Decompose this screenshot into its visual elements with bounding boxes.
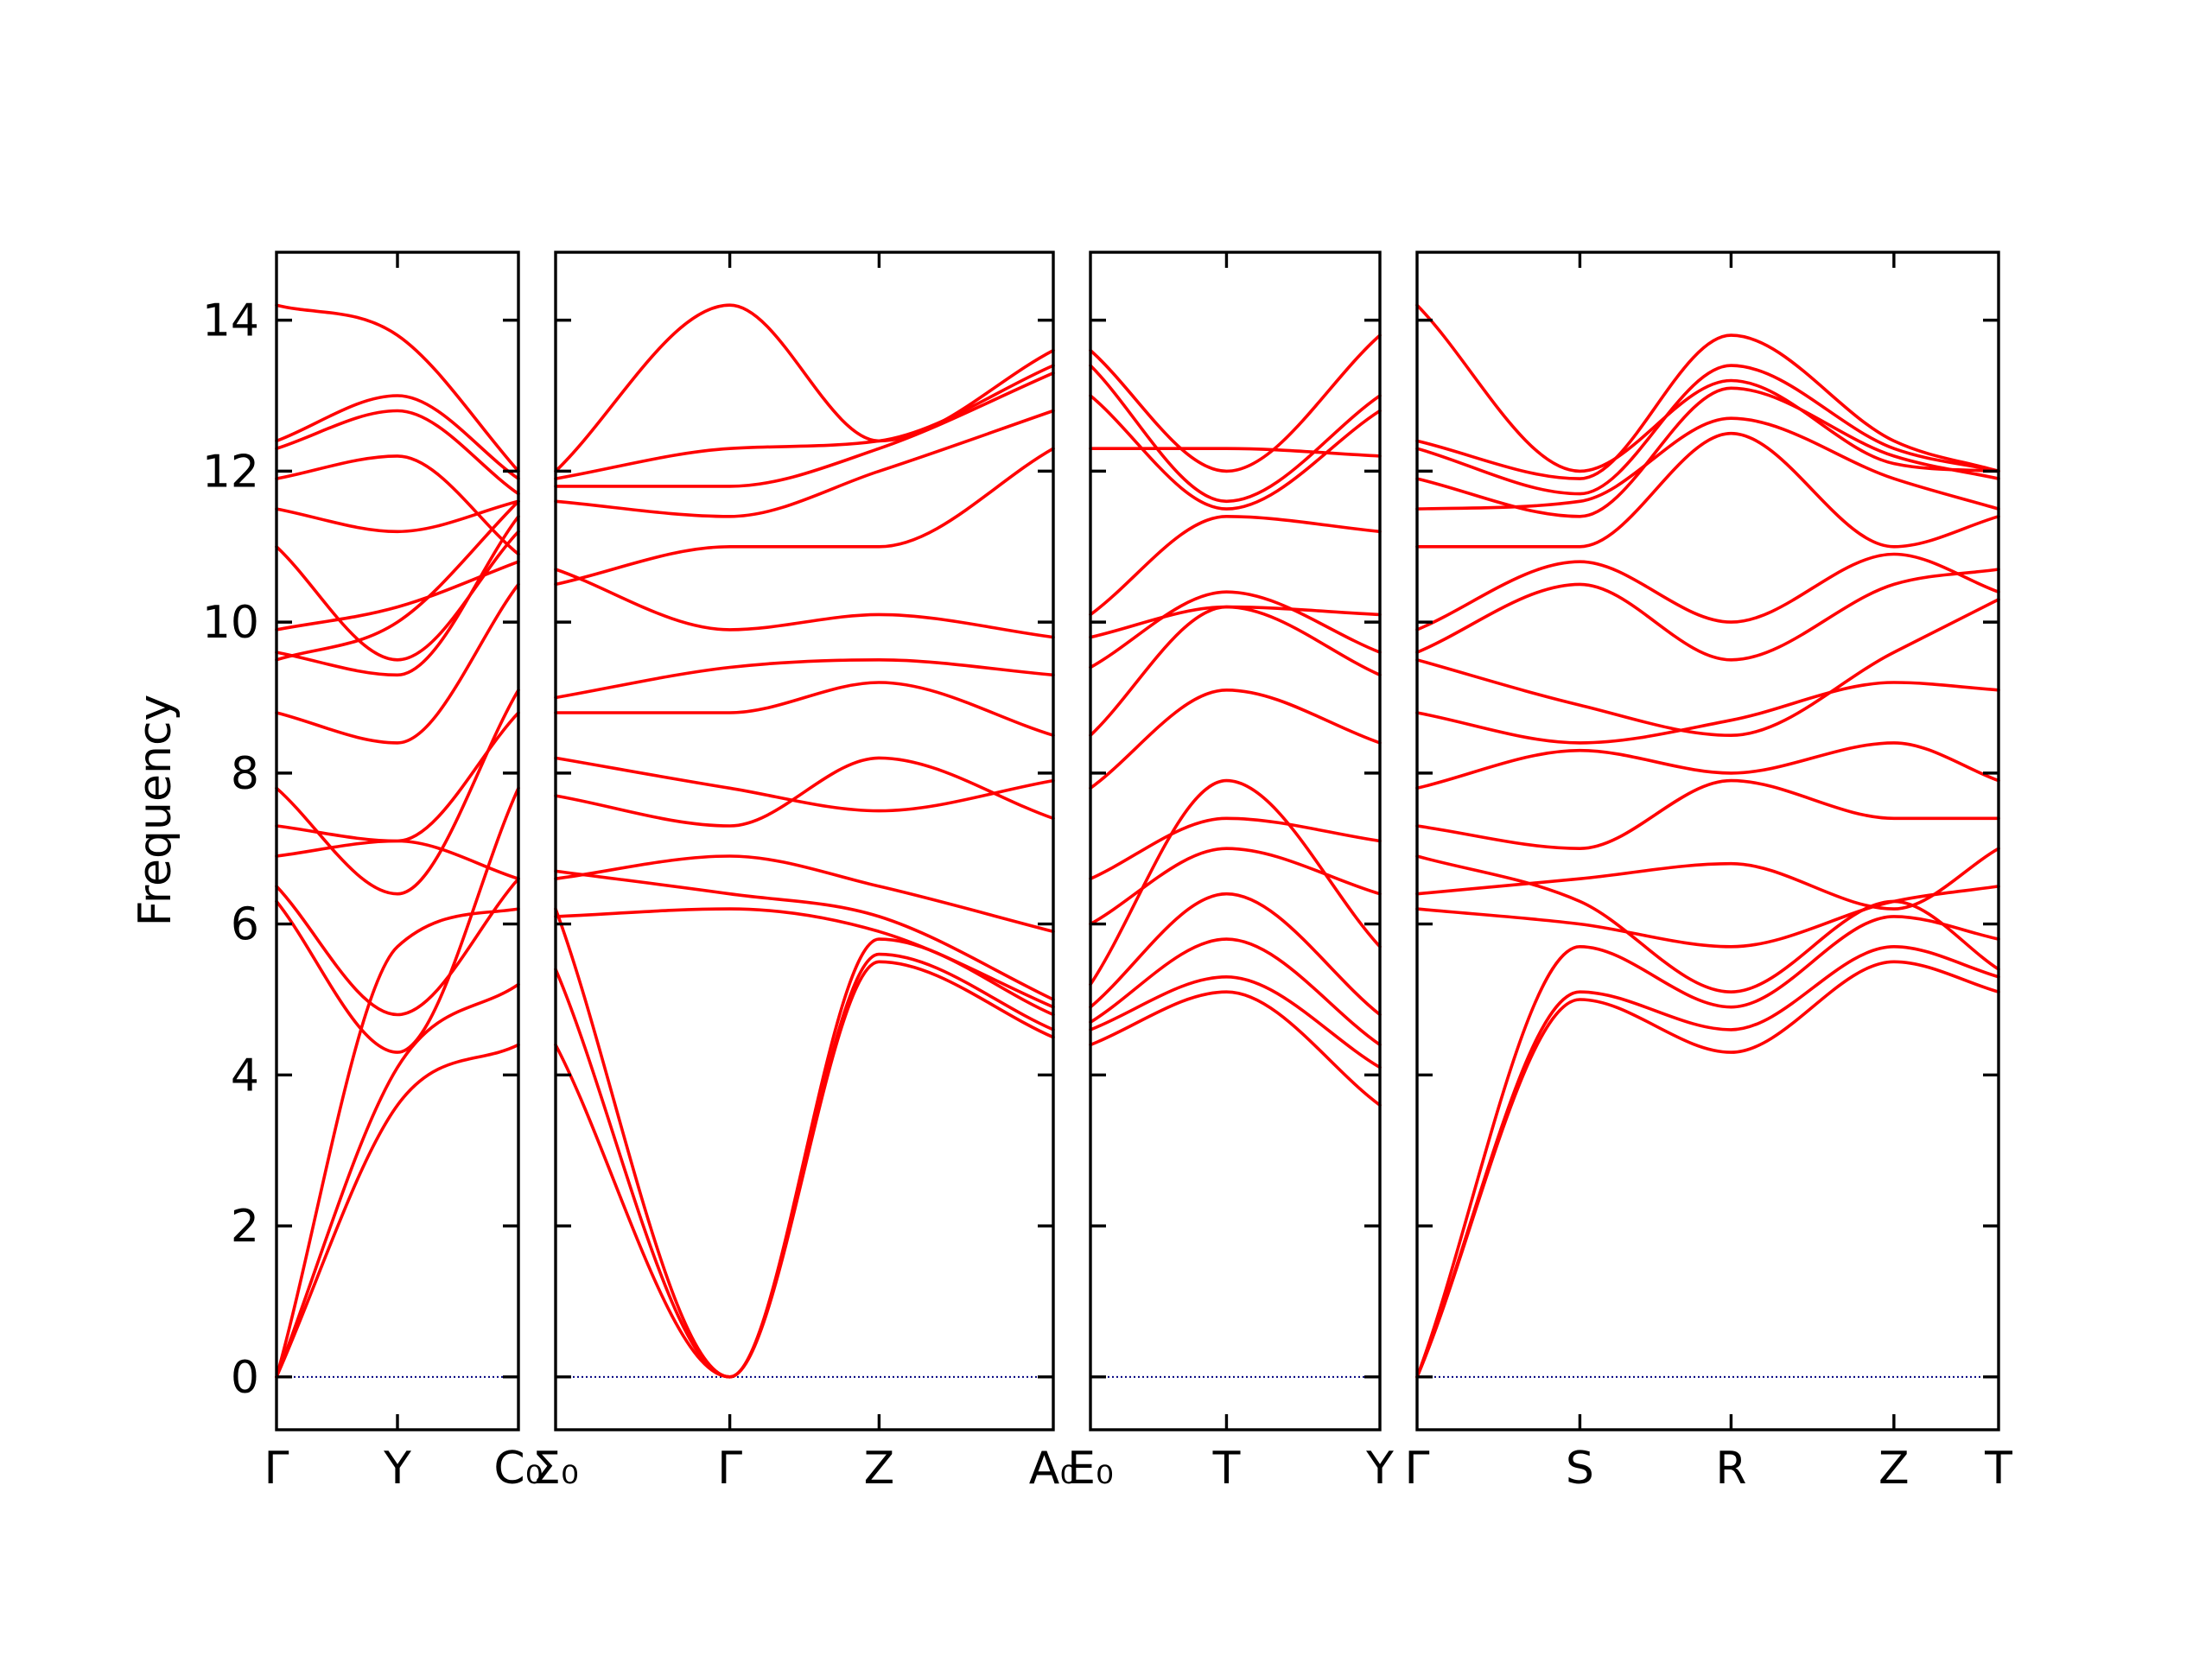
band-line-p3-1 xyxy=(1089,990,1382,1108)
band-line-p1-5 xyxy=(275,786,520,1054)
band-line-p1-7 xyxy=(275,711,520,843)
x-tick-label: Γ xyxy=(717,1443,742,1495)
x-tick-label: Z xyxy=(1878,1443,1910,1495)
band-line-p3-4 xyxy=(1089,892,1382,1017)
x-tick-label: E₀ xyxy=(1067,1443,1114,1495)
band-line-p2-16 xyxy=(554,303,1055,473)
band-line-p3-10 xyxy=(1089,590,1382,670)
band-line-p4-4 xyxy=(1415,885,2000,949)
band-line-p2-10 xyxy=(554,658,1055,700)
band-line-p2-14 xyxy=(554,371,1055,488)
x-tick-label: C₀ xyxy=(493,1443,543,1495)
band-line-p2-2 xyxy=(554,952,1055,1379)
band-line-p4-8 xyxy=(1415,741,2000,790)
band-line-p4-14 xyxy=(1415,416,2000,511)
band-line-p4-5 xyxy=(1415,847,2000,911)
band-line-p2-8 xyxy=(554,756,1055,813)
x-tick-label: Z xyxy=(864,1443,895,1495)
band-line-p1-15 xyxy=(275,454,520,556)
y-tick-label: 8 xyxy=(231,748,259,800)
band-line-p4-18 xyxy=(1415,303,2000,473)
band-line-p1-18 xyxy=(275,303,520,473)
band-line-p4-9 xyxy=(1415,681,2000,745)
band-line-p2-13 xyxy=(554,409,1055,518)
band-line-p1-16 xyxy=(275,409,520,496)
band-line-p3-8 xyxy=(1089,689,1382,790)
band-line-p1-11 xyxy=(275,515,520,677)
band-line-p2-6 xyxy=(554,854,1055,934)
band-line-p1-3 xyxy=(275,907,520,1379)
x-tick-label: R xyxy=(1715,1443,1746,1495)
y-tick-label: 0 xyxy=(231,1352,259,1404)
x-tick-label: T xyxy=(1212,1443,1241,1495)
band-line-p3-13 xyxy=(1089,447,1382,458)
band-line-p4-1 xyxy=(1415,960,2000,1379)
panel-frames xyxy=(275,251,2000,1431)
y-tick-label: 2 xyxy=(231,1201,259,1253)
band-line-p1-8 xyxy=(275,689,520,896)
band-line-p1-6 xyxy=(275,839,520,880)
bands-layer xyxy=(275,303,2000,1379)
band-line-p3-16 xyxy=(1089,333,1382,473)
band-line-p4-17 xyxy=(1415,333,2000,480)
y-tick-label: 12 xyxy=(202,446,259,498)
band-line-p3-11 xyxy=(1089,605,1382,639)
band-line-p1-2 xyxy=(275,982,520,1379)
band-line-p1-1 xyxy=(275,1043,520,1379)
band-line-p4-7 xyxy=(1415,778,2000,850)
y-axis-label: Frequency xyxy=(130,695,181,927)
band-line-p2-4 xyxy=(554,907,1055,1009)
band-line-p1-17 xyxy=(275,394,520,480)
band-line-p4-10 xyxy=(1415,598,2000,737)
x-tick-label: Γ xyxy=(264,1443,289,1495)
band-line-p3-5 xyxy=(1089,778,1382,987)
panel-frame-3 xyxy=(1089,251,1382,1431)
band-line-p3-14 xyxy=(1089,394,1382,511)
x-tick-label: T xyxy=(1984,1443,2012,1495)
band-line-p2-11 xyxy=(554,568,1055,639)
band-line-p3-6 xyxy=(1089,847,1382,926)
band-line-p1-14 xyxy=(275,499,520,534)
band-line-p3-3 xyxy=(1089,937,1382,1047)
y-tick-label: 4 xyxy=(231,1050,259,1101)
band-line-p3-15 xyxy=(1089,364,1382,504)
band-line-p3-12 xyxy=(1089,515,1382,617)
band-line-p2-15 xyxy=(554,364,1055,480)
band-line-p2-3 xyxy=(554,907,1055,1379)
band-line-p4-11 xyxy=(1415,568,2000,662)
x-tick-label: Γ xyxy=(1405,1443,1430,1495)
band-line-p1-9 xyxy=(275,582,520,745)
x-tick-label: A₀ xyxy=(1029,1443,1077,1495)
band-line-p3-7 xyxy=(1089,816,1382,880)
band-line-p4-12 xyxy=(1415,552,2000,632)
band-line-p2-5 xyxy=(554,869,1055,1001)
tick-marks xyxy=(276,252,1999,1430)
y-tick-label: 14 xyxy=(202,295,259,347)
band-line-p4-2 xyxy=(1415,945,2000,1379)
band-line-p1-4 xyxy=(275,877,520,1017)
band-line-p1-13 xyxy=(275,530,520,662)
band-line-p4-15 xyxy=(1415,386,2000,518)
band-line-p4-13 xyxy=(1415,431,2000,549)
band-line-p1-10 xyxy=(275,499,520,662)
band-line-p2-7 xyxy=(554,756,1055,828)
band-line-p2-12 xyxy=(554,447,1055,587)
y-tick-label: 10 xyxy=(202,597,259,649)
x-tick-label: S xyxy=(1566,1443,1594,1495)
band-line-p4-3 xyxy=(1415,915,2000,1379)
x-tick-label: Y xyxy=(383,1443,411,1495)
band-line-p4-16 xyxy=(1415,364,2000,496)
x-tick-label: Y xyxy=(1365,1443,1394,1495)
x-tick-label: Σ₀ xyxy=(532,1443,579,1495)
band-line-p4-6 xyxy=(1415,854,2000,993)
panel-frame-4 xyxy=(1415,251,2000,1431)
band-line-p3-2 xyxy=(1089,975,1382,1070)
y-tick-label: 6 xyxy=(231,899,259,951)
band-line-p2-9 xyxy=(554,681,1055,737)
panel-frame-2 xyxy=(554,251,1055,1431)
